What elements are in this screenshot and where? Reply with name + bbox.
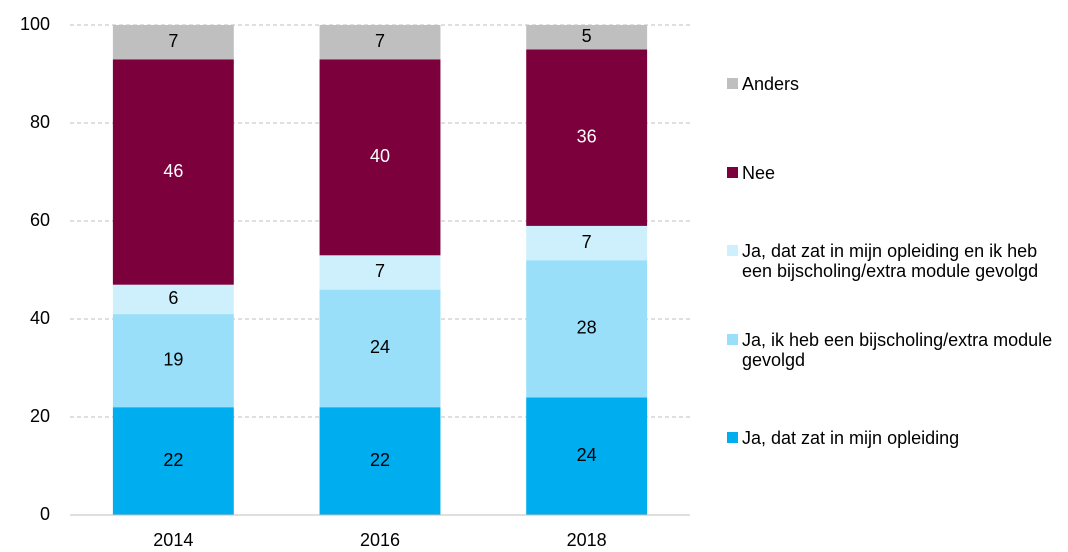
- x-tick-label: 2016: [360, 530, 400, 550]
- value-label: 7: [375, 31, 385, 51]
- bar-segment: [319, 255, 441, 290]
- legend-swatch: [727, 333, 738, 345]
- value-label: 28: [577, 318, 597, 338]
- value-label: 40: [370, 146, 390, 166]
- bar-segment: [112, 407, 234, 515]
- value-label: 24: [577, 445, 597, 465]
- bar-segment: [112, 59, 234, 285]
- value-label: 7: [582, 232, 592, 252]
- x-tick-label: 2014: [153, 530, 193, 550]
- y-tick-label: 80: [30, 112, 50, 132]
- bar-segment: [319, 289, 441, 408]
- value-label: 5: [582, 26, 592, 46]
- legend-swatch: [727, 166, 738, 178]
- legend-label: Ja, dat zat in mijn opleiding en ik heb …: [742, 241, 1039, 281]
- legend-item: Ja, dat zat in mijn opleiding en ik heb …: [727, 241, 1062, 281]
- value-label: 22: [163, 450, 183, 470]
- value-label: 22: [370, 450, 390, 470]
- y-tick-label: 20: [30, 406, 50, 426]
- value-label: 19: [163, 349, 183, 369]
- legend-swatch: [727, 78, 738, 89]
- legend-item: Nee: [727, 163, 1062, 183]
- y-tick-label: 60: [30, 210, 50, 230]
- bar-segment: [526, 49, 648, 226]
- bar-segment: [526, 260, 648, 398]
- bar-segment: [319, 25, 441, 60]
- legend-label: Ja, ik heb een bijscholing/extra module …: [742, 329, 1053, 370]
- legend-label: Ja, dat zat in mijn opleiding: [742, 428, 960, 448]
- bar-segment: [319, 407, 441, 515]
- bar-segment: [112, 284, 234, 315]
- value-label: 36: [577, 126, 597, 146]
- y-tick-label: 100: [20, 14, 50, 34]
- value-label: 6: [168, 288, 178, 308]
- y-tick-label: 40: [30, 308, 50, 328]
- bar-segment: [526, 397, 648, 515]
- bar-segment: [526, 25, 648, 50]
- bar-segment: [526, 225, 648, 261]
- legend-label: Nee: [742, 162, 776, 183]
- legend-item: Ja, dat zat in mijn opleiding: [727, 428, 1062, 448]
- bar-segment: [112, 314, 234, 408]
- value-label: 46: [163, 161, 183, 181]
- value-label: 24: [370, 337, 390, 357]
- legend-swatch: [727, 432, 738, 443]
- legend-label: Anders: [742, 74, 800, 94]
- legend-item: Ja, ik heb een bijscholing/extra module …: [727, 330, 1062, 370]
- value-label: 7: [375, 261, 385, 281]
- value-label: 7: [168, 31, 178, 51]
- legend-swatch: [727, 245, 738, 256]
- bar-segment: [319, 59, 441, 256]
- y-tick-label: 0: [40, 504, 50, 524]
- legend-item: Anders: [727, 74, 1062, 94]
- bar-segment: [112, 25, 234, 60]
- x-tick-label: 2018: [567, 530, 607, 550]
